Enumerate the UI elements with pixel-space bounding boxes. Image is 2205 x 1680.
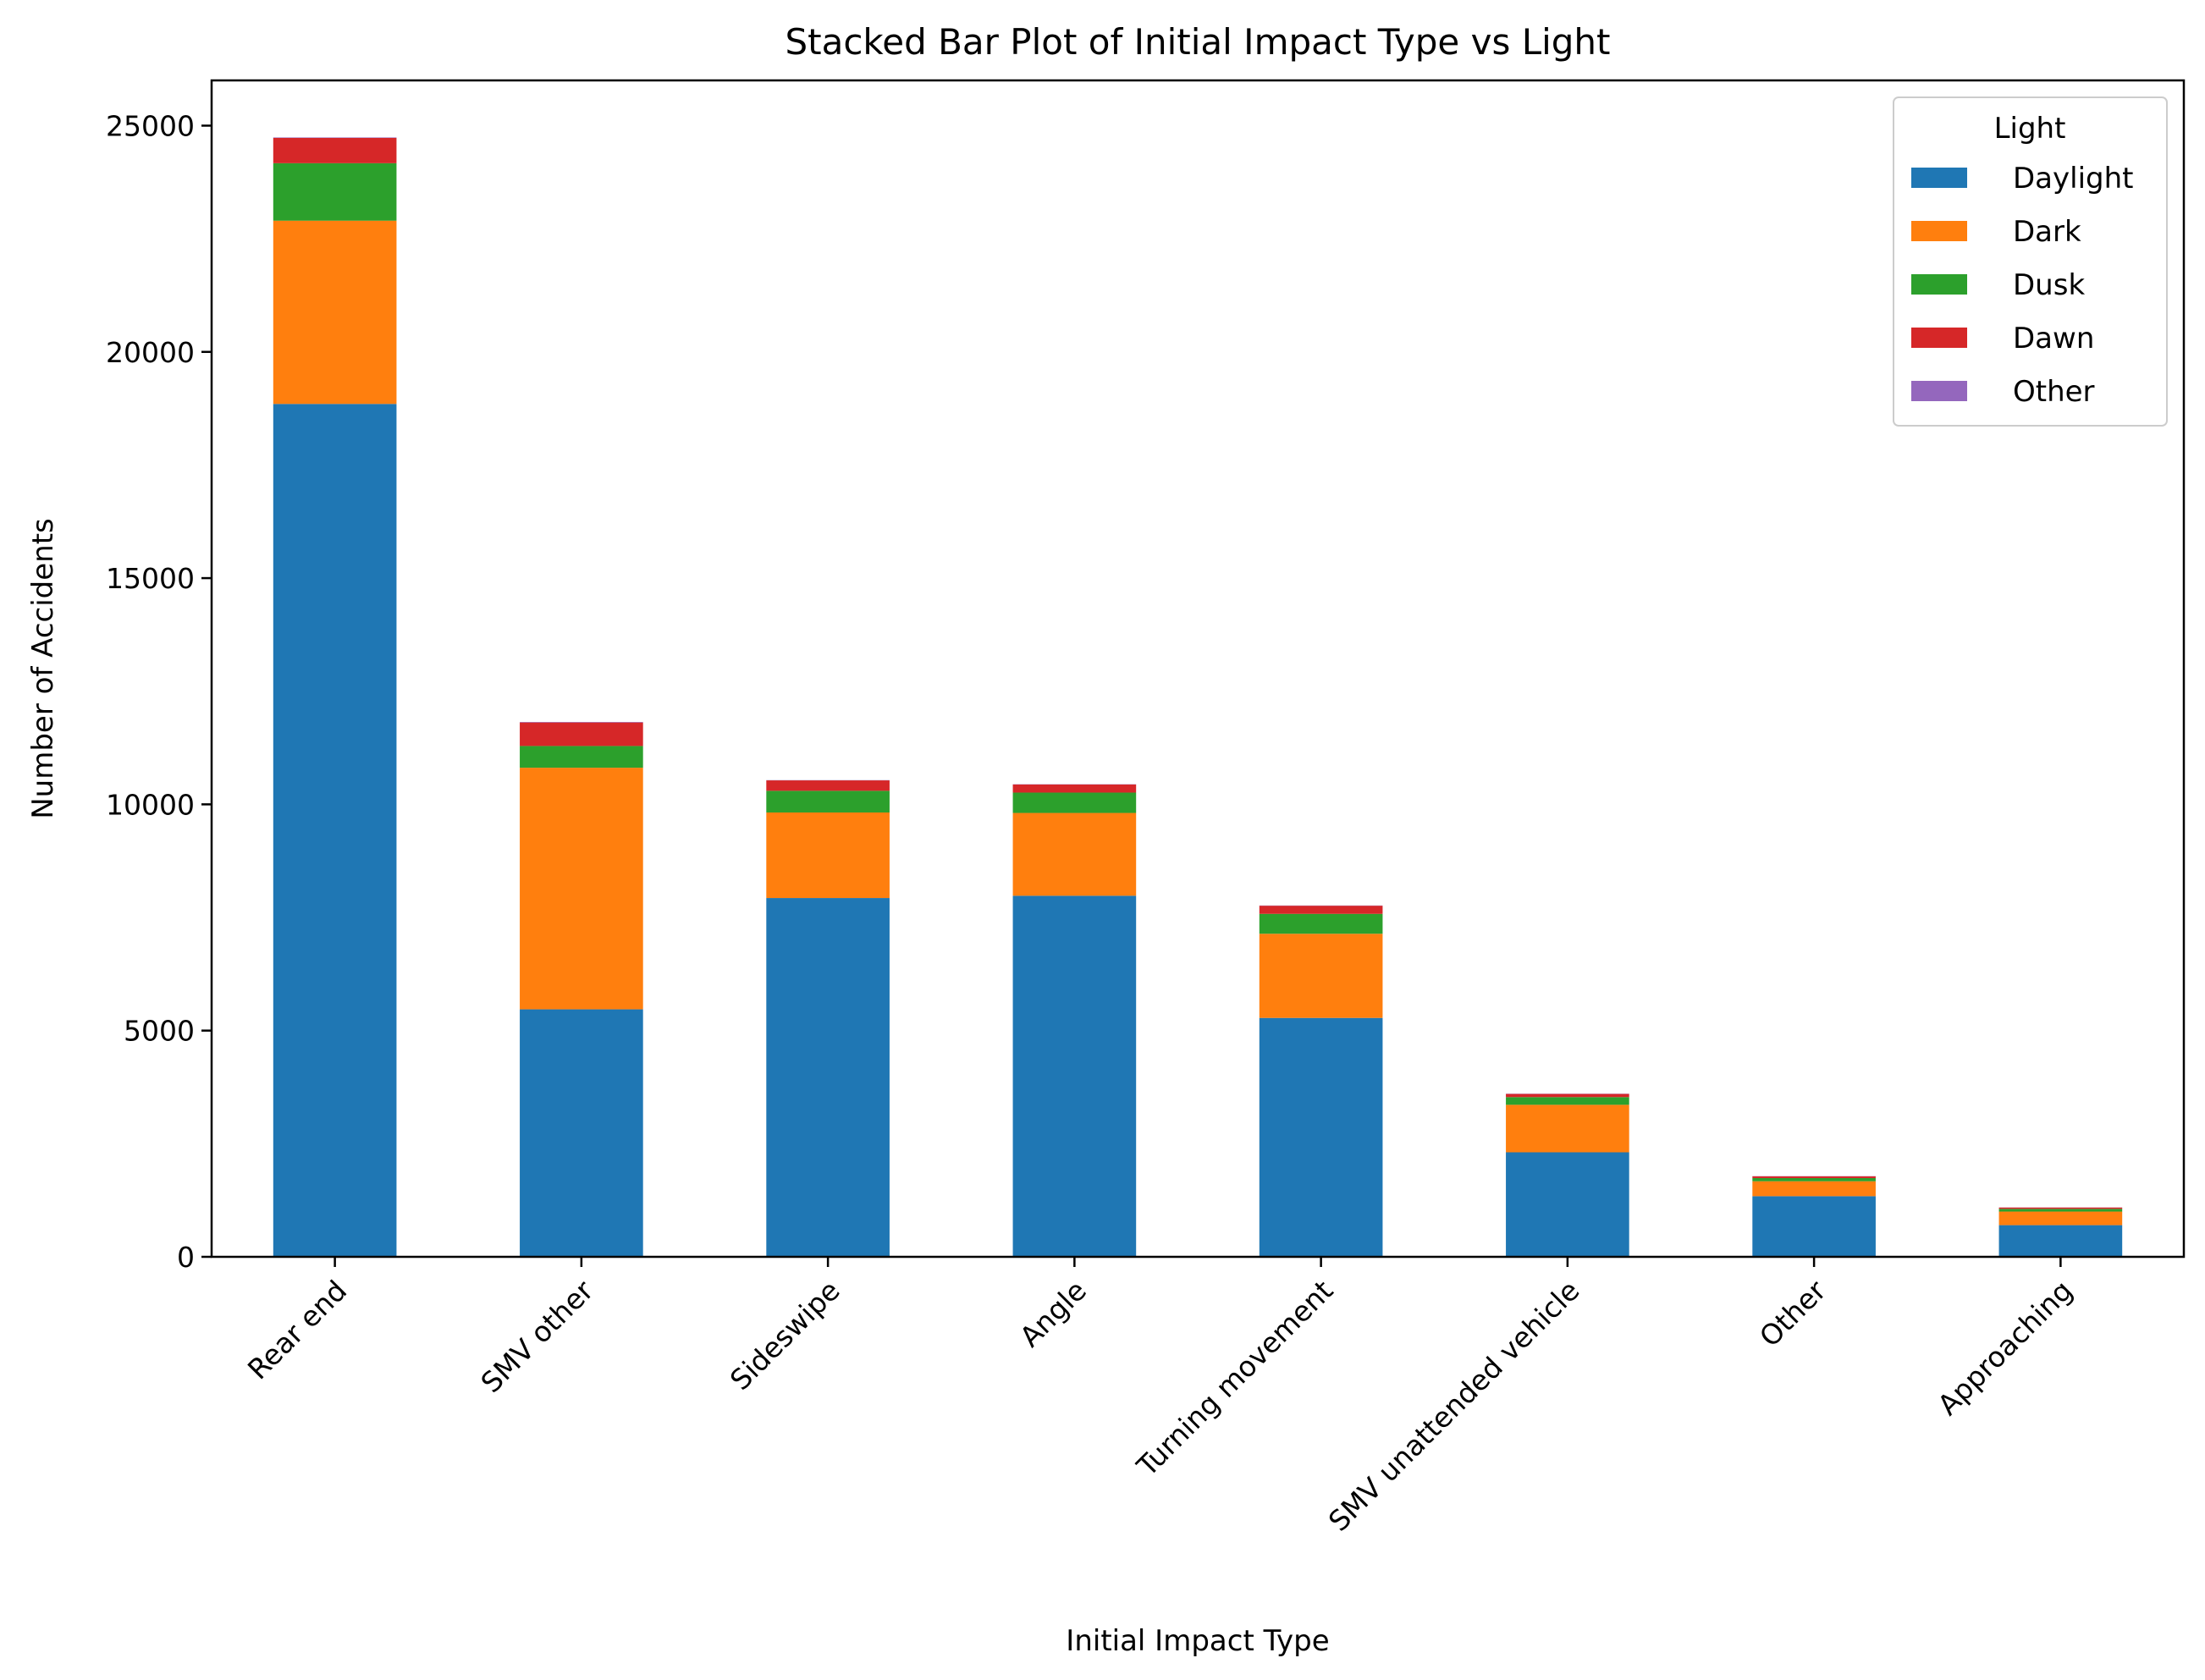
bar-smv-unattended-vehicle-dark: [1506, 1104, 1629, 1153]
legend: Light Daylight Dark Dusk Dawn Other: [1893, 96, 2168, 427]
legend-label-daylight: Daylight: [2013, 162, 2134, 196]
bar-turning-movement-dark: [1259, 934, 1383, 1018]
bar-turning-movement-dusk: [1259, 913, 1383, 934]
bar-smv-other-dawn: [520, 722, 643, 746]
bar-smv-unattended-vehicle-daylight: [1506, 1152, 1629, 1257]
bar-turning-movement-daylight: [1259, 1017, 1383, 1257]
legend-label-other: Other: [2013, 375, 2095, 409]
bar-rear-end-dusk: [273, 162, 397, 221]
legend-swatch-dusk: [1911, 274, 1967, 295]
y-tick-label: 0: [177, 1241, 195, 1274]
bar-smv-other-dusk: [520, 746, 643, 768]
legend-title: Light: [1994, 112, 2066, 146]
bar-rear-end-dark: [273, 220, 397, 405]
legend-swatch-other: [1911, 381, 1967, 401]
bar-smv-other-dark: [520, 768, 643, 1010]
y-axis-label: Number of Accidents: [26, 518, 60, 819]
x-axis-label: Initial Impact Type: [1066, 1624, 1329, 1658]
plot-area: [273, 137, 2123, 1257]
bar-angle-dusk: [1012, 792, 1137, 813]
bar-other-dark: [1752, 1181, 1876, 1197]
bar-smv-other-other: [520, 722, 643, 723]
bar-other-dawn: [1752, 1176, 1876, 1178]
legend-swatch-daylight: [1911, 168, 1967, 188]
chart-title: Stacked Bar Plot of Initial Impact Type …: [785, 21, 1610, 63]
y-tick-label: 10000: [106, 788, 195, 821]
y-tick-label: 5000: [124, 1015, 195, 1048]
bar-approaching-dark: [1998, 1211, 2123, 1226]
legend-label-dark: Dark: [2013, 215, 2081, 249]
legend-label-dusk: Dusk: [2013, 268, 2085, 302]
y-tick-label: 15000: [106, 562, 195, 595]
bar-rear-end-other: [273, 137, 397, 138]
bar-turning-movement-dawn: [1259, 906, 1383, 914]
legend-swatch-dark: [1911, 221, 1967, 241]
legend-swatch-dawn: [1911, 328, 1967, 348]
bar-sideswipe-daylight: [766, 898, 890, 1257]
bar-approaching-dawn: [1998, 1207, 2123, 1209]
bar-smv-other-daylight: [520, 1009, 643, 1257]
bar-sideswipe-dark: [766, 812, 890, 899]
bar-angle-dawn: [1012, 784, 1137, 793]
bar-rear-end-dawn: [273, 137, 397, 163]
bar-sideswipe-dawn: [766, 780, 890, 791]
bar-rear-end-daylight: [273, 404, 397, 1257]
y-tick-label: 20000: [106, 336, 195, 369]
bar-angle-daylight: [1012, 895, 1137, 1257]
axes-frame: [210, 79, 2186, 1259]
bar-angle-dark: [1012, 812, 1137, 896]
bar-other-dusk: [1752, 1177, 1876, 1182]
bar-smv-unattended-vehicle-dawn: [1506, 1093, 1629, 1098]
y-tick-label: 25000: [106, 109, 195, 142]
bar-smv-unattended-vehicle-dusk: [1506, 1097, 1629, 1105]
bar-sideswipe-dusk: [766, 790, 890, 813]
bar-other-daylight: [1752, 1196, 1876, 1257]
bar-approaching-dusk: [1998, 1209, 2123, 1212]
legend-label-dawn: Dawn: [2013, 322, 2094, 355]
bar-approaching-daylight: [1998, 1225, 2123, 1257]
y-axis: 0 5000 10000 15000 20000 25000: [106, 109, 212, 1274]
